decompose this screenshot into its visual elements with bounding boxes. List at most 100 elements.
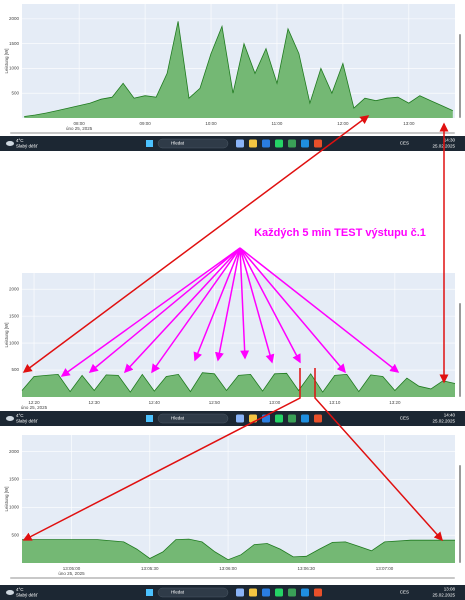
x-tick-label: 12:30 bbox=[89, 400, 101, 405]
scrollbar-v bbox=[459, 303, 461, 397]
scrollbar bbox=[10, 577, 455, 579]
x-tick-label: 13:10 bbox=[329, 400, 341, 405]
y-tick-label: 2000 bbox=[9, 449, 20, 454]
x-tick-label: 13:05:00 bbox=[63, 566, 81, 571]
x-tick-label: 09:00 bbox=[139, 121, 151, 126]
line bbox=[22, 538, 455, 561]
x-tick-label: 13:07:00 bbox=[376, 566, 394, 571]
y-tick-label: 2000 bbox=[9, 16, 20, 21]
y-axis-label: Leistung [W] bbox=[4, 322, 9, 347]
y-tick-label: 1500 bbox=[9, 41, 20, 46]
x-tick-label: 13:00 bbox=[403, 121, 415, 126]
app-icon bbox=[236, 588, 244, 597]
language: CES bbox=[400, 141, 409, 146]
y-axis-label: Leistung [W] bbox=[4, 48, 9, 73]
app-icon bbox=[262, 588, 270, 597]
temperature: 4°C bbox=[16, 138, 24, 143]
app-icon bbox=[301, 139, 309, 148]
y-tick-label: 500 bbox=[11, 367, 19, 372]
search-box bbox=[157, 413, 229, 424]
taskbar-bg bbox=[0, 411, 465, 426]
app-icon bbox=[288, 139, 296, 148]
line bbox=[24, 21, 453, 117]
start-button bbox=[146, 415, 153, 422]
x-tick-label: 13:06:30 bbox=[298, 566, 316, 571]
app-icon bbox=[301, 588, 309, 597]
x-tick-label: 13:05:30 bbox=[141, 566, 159, 571]
weather-icon bbox=[6, 590, 14, 595]
start-button bbox=[146, 589, 153, 596]
clock-date: 25.02.2025 bbox=[432, 593, 455, 598]
clock-time: 14:40 bbox=[444, 413, 456, 418]
y-tick-label: 1000 bbox=[9, 66, 20, 71]
clock-time: 13:08 bbox=[444, 587, 456, 592]
x-tick-label: 13:00 bbox=[269, 400, 281, 405]
app-icon bbox=[275, 139, 283, 148]
app-icon bbox=[314, 139, 322, 148]
x-sublabel: úno 25, 2025 bbox=[58, 571, 85, 576]
app-icon bbox=[314, 588, 322, 597]
weather: Slabý déšť bbox=[16, 144, 38, 149]
chart: 500 1000 1500 2000 13:05:00 13:05:30 13:06:00 1… bbox=[0, 430, 465, 581]
y-tick-label: 1000 bbox=[9, 505, 20, 510]
app-icon bbox=[262, 139, 270, 148]
x-tick-label: 13:06:00 bbox=[219, 566, 237, 571]
x-tick-label: 13:20 bbox=[389, 400, 401, 405]
app-icon bbox=[249, 588, 257, 597]
weather: Slabý déšť bbox=[16, 593, 38, 598]
app-icon bbox=[301, 414, 309, 423]
app-icon bbox=[275, 414, 283, 423]
line bbox=[21, 372, 456, 393]
search-box bbox=[157, 587, 229, 598]
clock-date: 25.02.2025 bbox=[432, 419, 455, 424]
weather-icon bbox=[6, 416, 14, 421]
x-sublabel: úno 25, 2025 bbox=[21, 405, 48, 410]
taskbar-bg bbox=[0, 585, 465, 600]
start-button bbox=[146, 140, 153, 147]
y-axis-label: Leistung [W] bbox=[4, 486, 9, 511]
annotation: Každých 5 min TEST výstupu č.1 bbox=[254, 227, 426, 239]
clock-time: 14:30 bbox=[444, 138, 456, 143]
app-icon bbox=[249, 139, 257, 148]
taskbar-bg bbox=[0, 136, 465, 151]
search-box bbox=[157, 138, 229, 149]
y-tick-label: 1000 bbox=[9, 340, 20, 345]
red-arrows bbox=[22, 115, 449, 542]
y-tick-label: 1500 bbox=[9, 313, 20, 318]
x-tick-label: 12:50 bbox=[209, 400, 221, 405]
app-icon bbox=[314, 414, 322, 423]
app-icon bbox=[288, 588, 296, 597]
y-tick-label: 2000 bbox=[9, 286, 20, 291]
app-icon bbox=[275, 588, 283, 597]
scrollbar bbox=[10, 132, 455, 134]
language: CES bbox=[400, 416, 409, 421]
x-sublabel: úno 25, 2025 bbox=[66, 126, 93, 131]
y-tick-label: 1500 bbox=[9, 477, 20, 482]
search: Hledat bbox=[171, 141, 185, 146]
area bbox=[22, 372, 455, 397]
temperature: 4°C bbox=[16, 413, 24, 418]
search: Hledat bbox=[171, 590, 185, 595]
x-tick-label: 12:00 bbox=[337, 121, 349, 126]
search: Hledat bbox=[171, 416, 185, 421]
temperature: 4°C bbox=[16, 587, 24, 592]
weather-icon bbox=[6, 141, 14, 146]
scrollbar-v bbox=[459, 465, 461, 563]
app-icon bbox=[236, 139, 244, 148]
scrollbar-v bbox=[459, 34, 461, 118]
x-tick-label: 10:00 bbox=[205, 121, 217, 126]
weather: Slabý déšť bbox=[16, 419, 38, 424]
x-tick-label: 12:40 bbox=[149, 400, 161, 405]
y-tick-label: 500 bbox=[11, 532, 19, 537]
y-tick-label: 500 bbox=[11, 90, 19, 95]
x-tick-label: 11:00 bbox=[271, 121, 282, 126]
app-icon bbox=[288, 414, 296, 423]
area bbox=[22, 539, 455, 563]
language: CES bbox=[400, 590, 409, 595]
